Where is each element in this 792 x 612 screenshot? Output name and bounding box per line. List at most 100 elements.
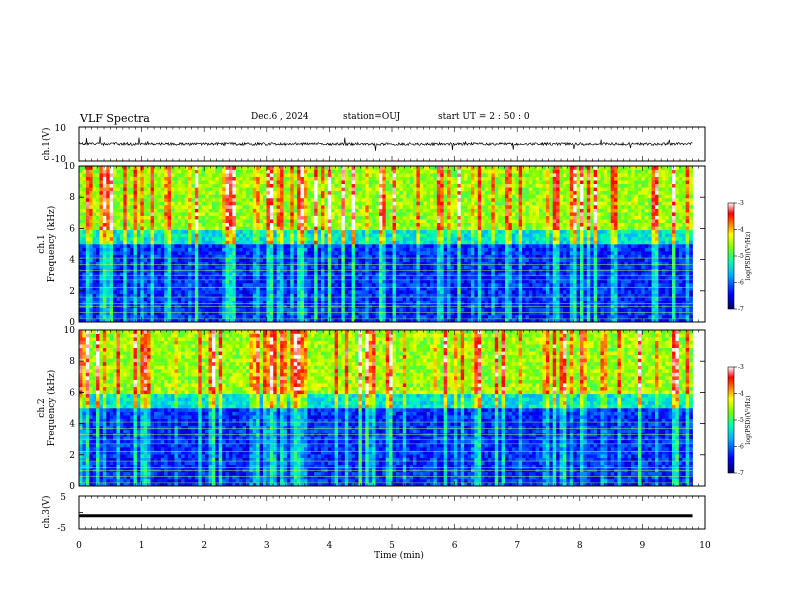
s1-cell: [382, 183, 387, 188]
s1-cell: [102, 173, 107, 177]
s1-cell: [460, 297, 465, 302]
s1-cell: [286, 176, 291, 181]
s1-cell: [109, 279, 114, 284]
s1-cell: [218, 169, 223, 174]
s1-cell: [222, 290, 226, 294]
s1-cell: [242, 205, 247, 209]
ch1-waveform-panel: 10 -10 ch.1(V): [41, 124, 706, 165]
s1-cell: [171, 283, 175, 287]
s1-cell: [89, 279, 94, 284]
s1-cell: [92, 205, 97, 209]
s1-cell: [423, 311, 428, 316]
s1-cell: [303, 258, 308, 263]
s1-cell: [433, 251, 438, 255]
s1-cell: [92, 272, 97, 277]
s1-cell: [406, 286, 410, 291]
s1-cell: [406, 275, 410, 280]
s1-cell: [402, 254, 407, 259]
s1-cell: [378, 247, 383, 252]
s1-cell: [191, 283, 196, 287]
s1-cell: [300, 215, 305, 220]
s1-cell: [102, 272, 107, 277]
s1-cell: [273, 212, 278, 216]
s1-cell: [256, 205, 261, 209]
s1-cell: [106, 201, 111, 206]
s1-cell: [102, 254, 107, 259]
s1-cell: [338, 226, 342, 231]
s1-cell: [92, 244, 97, 248]
s1-cell: [358, 180, 363, 185]
s1-cell: [116, 244, 121, 248]
s1-cell: [402, 212, 407, 216]
s1-cell: [269, 180, 274, 185]
s1-cell: [378, 229, 383, 234]
s1-cell: [174, 226, 179, 231]
s1-cell: [208, 173, 213, 177]
s1-cell: [440, 286, 445, 291]
s1-cell: [211, 251, 216, 255]
s1-cell: [297, 240, 301, 245]
s1-cell: [130, 215, 134, 220]
s1-cell: [181, 208, 186, 213]
s1-cell: [167, 208, 172, 213]
s1-cell: [423, 254, 428, 259]
s1-cell: [358, 208, 363, 213]
s1-cell: [205, 180, 209, 185]
s1-cell: [426, 254, 431, 259]
s1-cell: [201, 166, 206, 170]
s1-cell: [102, 286, 107, 291]
s1-cell: [269, 215, 274, 220]
s1-cell: [96, 275, 100, 280]
s1-cell: [450, 297, 455, 302]
s1-cell: [450, 226, 455, 231]
s1-cell: [314, 293, 318, 298]
s1-cell: [314, 212, 318, 216]
s1-cell: [119, 251, 124, 255]
s1-cell: [102, 300, 107, 305]
s1-cell: [239, 311, 243, 316]
s1-cell: [252, 261, 257, 266]
s1-cell: [409, 233, 414, 238]
s1-cell: [440, 222, 445, 227]
s1-cell: [252, 236, 257, 241]
s1-cell: [116, 254, 121, 259]
s1-cell: [348, 212, 353, 216]
s1-cell: [450, 240, 455, 245]
s1-cell: [293, 258, 298, 263]
s1-cell: [440, 169, 445, 174]
s1-cell: [263, 194, 267, 199]
s1-cell: [450, 166, 455, 170]
s1-cell: [331, 176, 336, 181]
s1-cell: [201, 314, 206, 319]
s1-cell: [225, 244, 230, 248]
s1-cell: [293, 183, 298, 188]
s1-cell: [126, 254, 131, 259]
s1-cell: [205, 197, 209, 202]
s1-cell: [317, 254, 322, 259]
s1-cell: [286, 247, 291, 252]
s1-cell: [273, 261, 278, 266]
s1-cell: [252, 169, 257, 174]
s1-cell: [116, 176, 121, 181]
s1-cell: [331, 240, 336, 245]
s1-cell: [355, 307, 359, 312]
s1-cell: [338, 300, 342, 305]
s1-cell: [361, 254, 366, 259]
s1-cell: [395, 307, 400, 312]
s1-cell: [440, 254, 445, 259]
s1-cell: [293, 314, 298, 319]
s1-cell: [232, 212, 237, 216]
s1-cell: [116, 236, 121, 241]
s1-cell: [453, 190, 458, 195]
s1-cell: [232, 229, 237, 234]
s1-cell: [89, 236, 94, 241]
s1-cell: [341, 205, 346, 209]
s1-cell: [167, 247, 172, 252]
s1-cell: [215, 208, 220, 213]
s1-cell: [320, 187, 325, 192]
s1-cell: [419, 212, 424, 216]
s1-cell: [436, 258, 441, 263]
s1-cell: [453, 254, 458, 259]
s1-cell: [433, 275, 438, 280]
s1-cell: [228, 314, 233, 319]
